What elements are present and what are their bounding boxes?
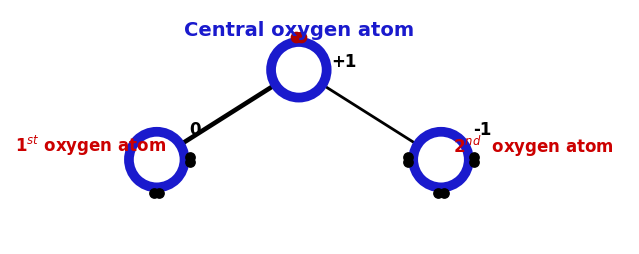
Point (469, 161, 479, 165)
Point (469, 155, 479, 160)
Point (403, 161, 413, 165)
Point (296, 36, 307, 40)
Point (438, 191, 449, 195)
Text: 2$^{nd}$  oxygen atom: 2$^{nd}$ oxygen atom (453, 133, 614, 158)
Point (185, 155, 196, 160)
Point (403, 155, 413, 160)
Point (291, 36, 302, 40)
Point (154, 191, 164, 195)
Text: Central oxygen atom: Central oxygen atom (184, 21, 414, 40)
Point (433, 191, 443, 195)
Point (149, 191, 159, 195)
Point (185, 161, 196, 165)
Text: 0: 0 (189, 121, 201, 138)
Circle shape (271, 43, 327, 98)
Text: -1: -1 (473, 121, 492, 138)
Circle shape (413, 132, 469, 188)
Text: 1$^{st}$ oxygen atom: 1$^{st}$ oxygen atom (15, 134, 166, 158)
Text: +1: +1 (331, 53, 357, 71)
Circle shape (129, 132, 185, 188)
